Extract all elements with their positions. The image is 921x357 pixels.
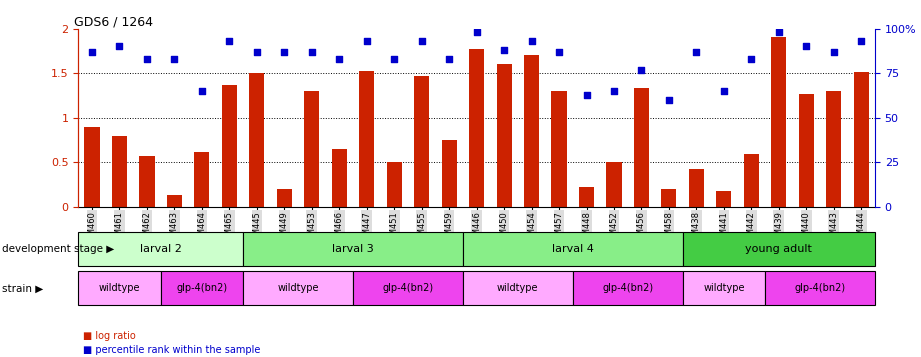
Text: wildtype: wildtype [277, 283, 319, 293]
Bar [496, 64, 512, 207]
Bar [524, 55, 539, 207]
Point [222, 38, 237, 44]
Point [772, 29, 787, 35]
Text: larval 3: larval 3 [332, 244, 374, 254]
Bar [606, 162, 622, 207]
Point [469, 29, 484, 35]
Bar [469, 49, 484, 207]
Bar [765, 271, 875, 305]
Bar [744, 154, 759, 207]
Point [661, 97, 676, 103]
Bar [682, 271, 765, 305]
Bar [112, 136, 127, 207]
Text: strain ▶: strain ▶ [2, 283, 43, 293]
Bar [353, 271, 463, 305]
Point [250, 49, 264, 55]
Point [277, 49, 292, 55]
Text: glp-4(bn2): glp-4(bn2) [795, 283, 845, 293]
Text: glp-4(bn2): glp-4(bn2) [176, 283, 227, 293]
Text: larval 2: larval 2 [140, 244, 181, 254]
Bar [359, 71, 374, 207]
Point [717, 88, 731, 94]
Bar [771, 37, 787, 207]
Bar [277, 189, 292, 207]
Bar [78, 271, 160, 305]
Point [579, 92, 594, 97]
Bar [78, 232, 243, 266]
Bar [552, 91, 566, 207]
Text: GDS6 / 1264: GDS6 / 1264 [75, 16, 153, 29]
Text: larval 4: larval 4 [552, 244, 594, 254]
Point [305, 49, 320, 55]
Bar [414, 76, 429, 207]
Bar [717, 191, 731, 207]
Bar [387, 162, 402, 207]
Point [854, 38, 869, 44]
Point [359, 38, 374, 44]
Point [414, 38, 429, 44]
Point [167, 56, 181, 62]
Point [496, 47, 511, 53]
Point [442, 56, 457, 62]
Text: wildtype: wildtype [703, 283, 744, 293]
Point [826, 49, 841, 55]
Bar [579, 187, 594, 207]
Bar [689, 169, 704, 207]
Text: glp-4(bn2): glp-4(bn2) [382, 283, 434, 293]
Point [332, 56, 346, 62]
Bar [243, 232, 463, 266]
Bar [250, 73, 264, 207]
Text: young adult: young adult [745, 244, 812, 254]
Bar [634, 89, 649, 207]
Bar [661, 189, 676, 207]
Point [799, 44, 813, 49]
Point [607, 88, 622, 94]
Text: ■ percentile rank within the sample: ■ percentile rank within the sample [83, 345, 261, 355]
Bar [854, 72, 869, 207]
Point [552, 49, 566, 55]
Text: glp-4(bn2): glp-4(bn2) [602, 283, 653, 293]
Bar [332, 149, 347, 207]
Point [112, 44, 127, 49]
Bar [222, 85, 237, 207]
Bar [167, 196, 182, 207]
Point [194, 88, 209, 94]
Bar [682, 232, 875, 266]
Bar [194, 152, 209, 207]
Point [85, 49, 99, 55]
Point [689, 49, 704, 55]
Bar [139, 156, 155, 207]
Point [524, 38, 539, 44]
Bar [573, 271, 682, 305]
Bar [463, 232, 682, 266]
Point [140, 56, 155, 62]
Bar [463, 271, 573, 305]
Bar [441, 140, 457, 207]
Text: wildtype: wildtype [99, 283, 140, 293]
Bar [160, 271, 243, 305]
Bar [826, 91, 841, 207]
Bar [243, 271, 353, 305]
Text: wildtype: wildtype [497, 283, 539, 293]
Text: development stage ▶: development stage ▶ [2, 244, 114, 254]
Point [387, 56, 402, 62]
Bar [85, 127, 99, 207]
Text: ■ log ratio: ■ log ratio [83, 331, 135, 341]
Bar [304, 91, 320, 207]
Bar [799, 94, 814, 207]
Point [744, 56, 759, 62]
Point [634, 67, 648, 72]
